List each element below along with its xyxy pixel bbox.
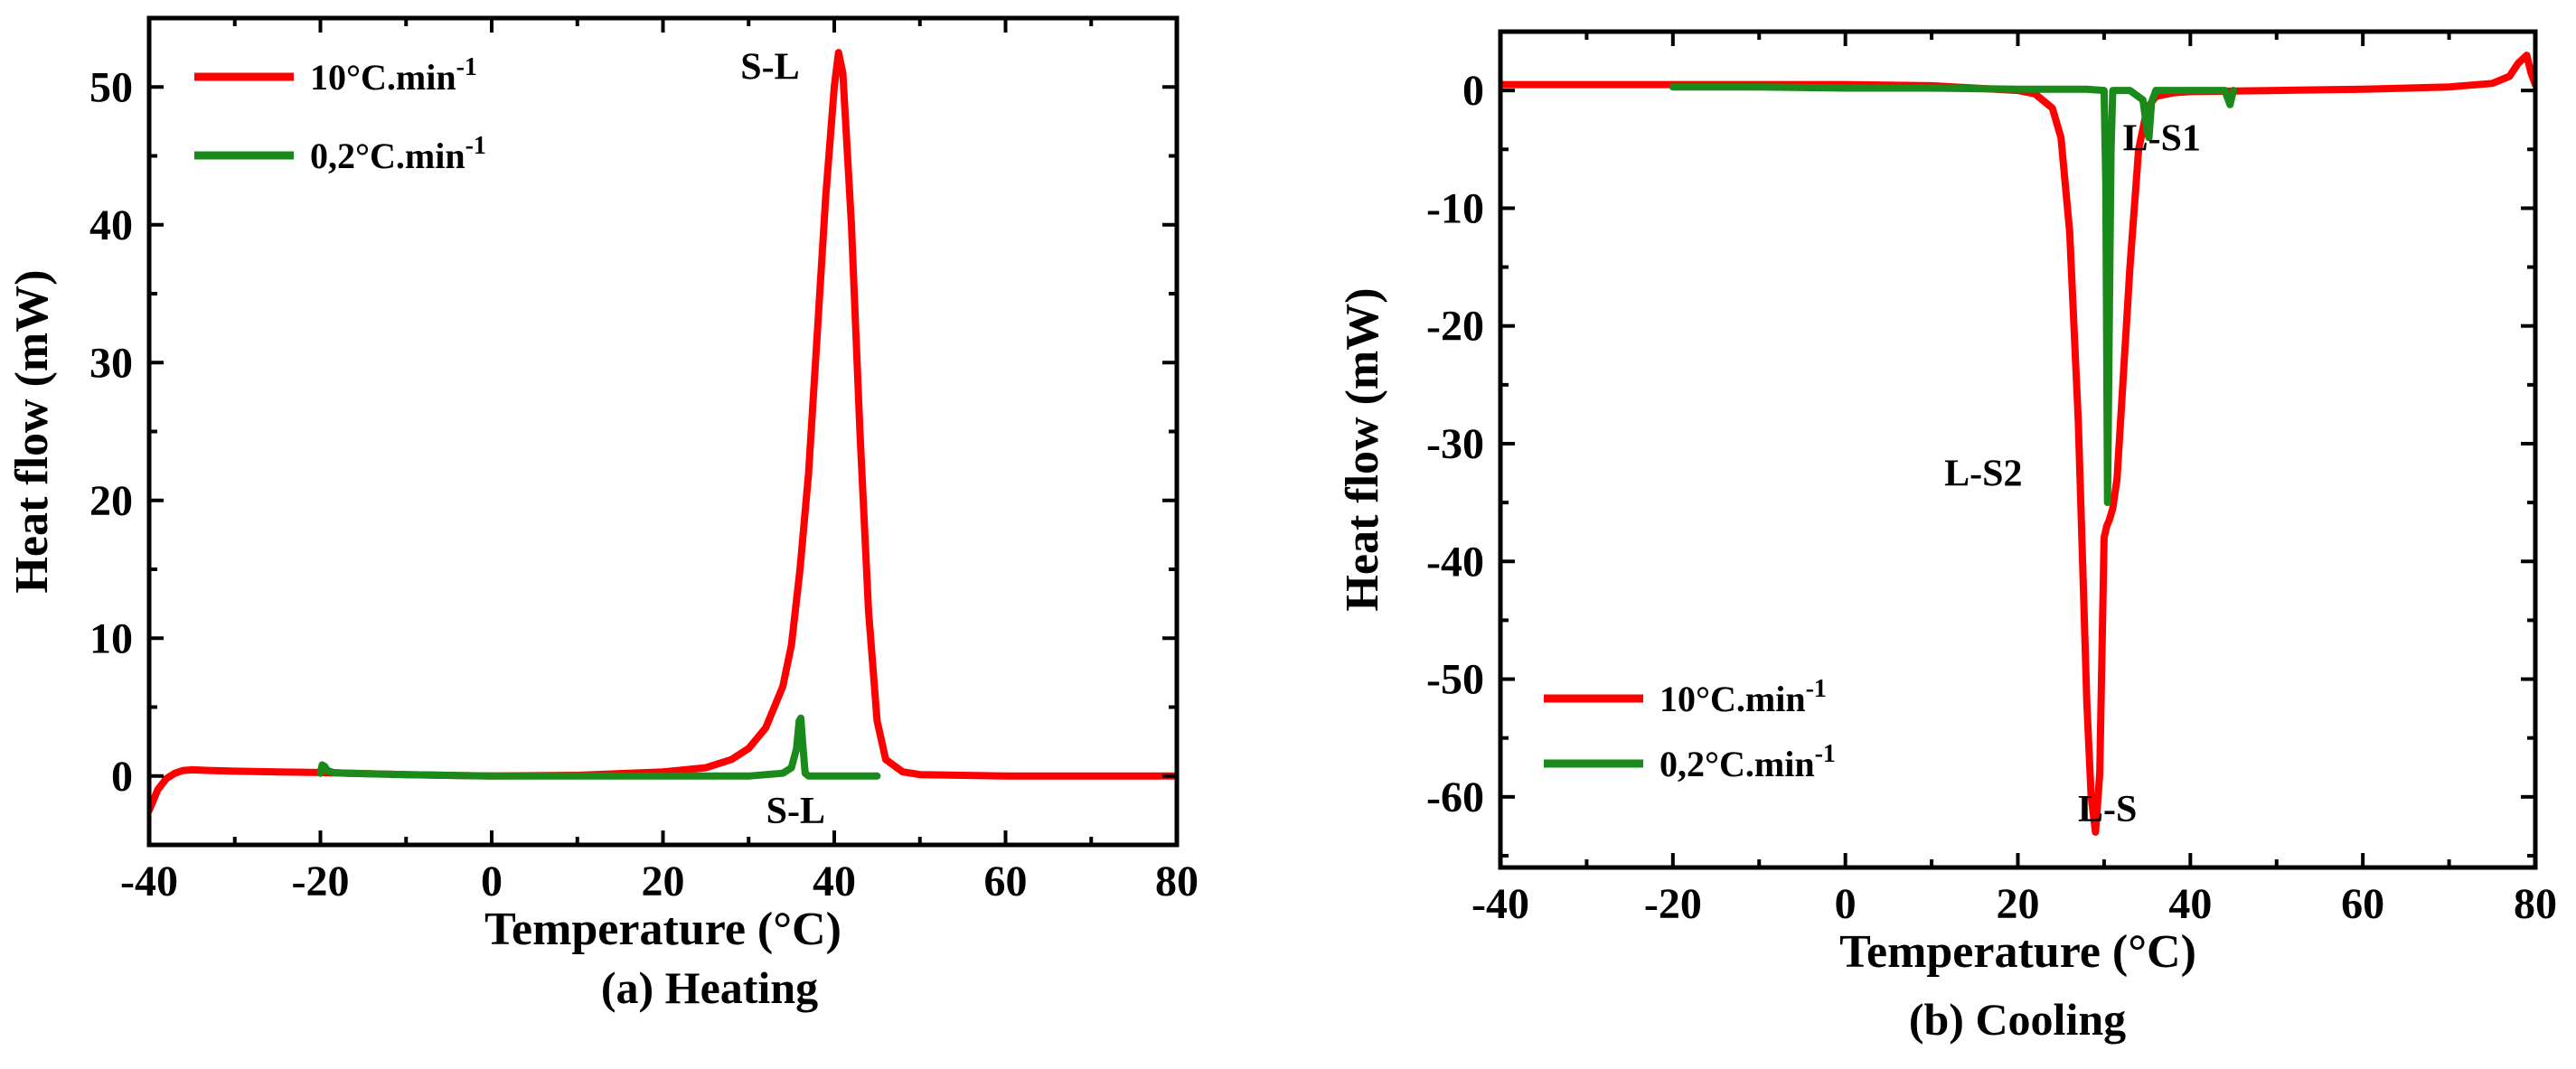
y-tick-label: -30 (1426, 420, 1484, 468)
y-tick-label: -40 (1426, 538, 1484, 586)
legend-entry: 0,2°C.min-1 (194, 132, 486, 176)
x-tick-label: 80 (1155, 858, 1199, 905)
y-tick-label: 50 (89, 63, 133, 111)
legend-entry: 10°C.min-1 (1544, 675, 1827, 719)
x-tick-label: 60 (984, 858, 1028, 905)
peak-annotation: S-L (766, 791, 825, 832)
x-tick-label: 60 (2341, 880, 2384, 928)
x-axis-label: Temperature (°C) (1839, 926, 2196, 978)
x-tick-label: 80 (2514, 880, 2557, 928)
x-tick-label: 20 (1997, 880, 2040, 928)
peak-annotation: L-S2 (1944, 454, 2022, 495)
y-axis-label: Heat flow (mW) (1337, 287, 1388, 611)
series-line-fast (1500, 52, 2535, 836)
x-tick-label: -40 (120, 858, 178, 905)
legend-label: 0,2°C.min-1 (1659, 740, 1836, 784)
peak-annotation: L-S1 (2123, 117, 2201, 159)
y-axis-label: Heat flow (mW) (6, 269, 58, 593)
x-tick-label: -40 (1471, 880, 1529, 928)
x-axis-label: Temperature (°C) (484, 904, 841, 955)
y-tick-label: -50 (1426, 656, 1484, 704)
y-tick-label: 0 (1462, 67, 1484, 115)
legend-label: 10°C.min-1 (1659, 675, 1827, 719)
y-tick-label: -60 (1426, 774, 1484, 821)
legend-entry: 0,2°C.min-1 (1544, 740, 1836, 784)
y-tick-label: 0 (111, 753, 133, 801)
y-tick-label: -20 (1426, 303, 1484, 351)
x-tick-label: -20 (1644, 880, 1702, 928)
plot-frame (146, 15, 1180, 848)
legend-entry: 10°C.min-1 (194, 53, 477, 98)
peak-annotation: L-S (2078, 789, 2137, 830)
legend-label: 10°C.min-1 (310, 53, 477, 98)
x-tick-label: 20 (642, 858, 685, 905)
y-tick-label: 10 (89, 614, 133, 662)
x-tick-label: -20 (292, 858, 350, 905)
series-line-fast (149, 49, 1177, 814)
legend-label: 0,2°C.min-1 (310, 132, 486, 176)
y-tick-label: 30 (89, 339, 133, 387)
x-tick-label: 40 (813, 858, 856, 905)
series-line-slow (1669, 83, 2237, 507)
chart-heating: -40 -20 0 20 40 60 80 0 10 20 30 40 50 Temperature (°… (6, 15, 1199, 1013)
plot-frame (1498, 29, 2538, 870)
x-tick-label: 0 (1835, 880, 1857, 928)
y-tick-label: -10 (1426, 184, 1484, 232)
series-line-slow (316, 714, 881, 780)
panel-caption: (b) Cooling (1909, 994, 2126, 1045)
x-tick-label: 0 (481, 858, 503, 905)
y-tick-label: 20 (89, 477, 133, 525)
panel-caption: (a) Heating (601, 962, 818, 1013)
peak-annotation: S-L (740, 46, 799, 88)
chart-cooling: -40 -20 0 20 40 60 80-60-50-40-30-20-100Temper… (1337, 29, 2557, 1045)
x-tick-label: 40 (2168, 880, 2212, 928)
y-tick-label: 40 (89, 202, 133, 249)
